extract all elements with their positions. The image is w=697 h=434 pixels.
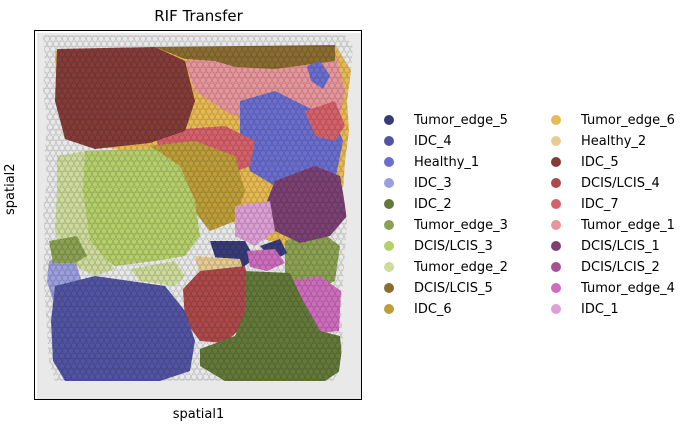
legend-marker xyxy=(551,115,561,125)
legend: Tumor_edge_5 IDC_4 Healthy_1 IDC_3 IDC_2 Tumo… xyxy=(384,110,694,350)
legend-marker xyxy=(384,304,394,314)
legend-marker xyxy=(384,199,394,209)
legend-item: Tumor_edge_3 xyxy=(384,215,508,235)
chart-title: RIF Transfer xyxy=(154,7,243,25)
legend-item: Tumor_edge_4 xyxy=(551,278,675,298)
legend-item: Healthy_1 xyxy=(384,152,479,172)
legend-label: IDC_3 xyxy=(414,175,452,191)
legend-label: DCIS/LCIS_3 xyxy=(414,238,493,254)
legend-marker xyxy=(384,115,394,125)
legend-label: IDC_2 xyxy=(414,196,452,212)
legend-marker xyxy=(551,304,561,314)
legend-item: IDC_2 xyxy=(384,194,452,214)
legend-item: IDC_5 xyxy=(551,152,619,172)
legend-label: IDC_6 xyxy=(414,301,452,317)
legend-marker xyxy=(551,136,561,146)
spatial-scatter-plot xyxy=(37,33,361,399)
legend-label: Tumor_edge_3 xyxy=(414,217,508,233)
legend-label: DCIS/LCIS_1 xyxy=(581,238,660,254)
legend-label: Healthy_1 xyxy=(414,154,480,170)
legend-marker xyxy=(384,220,394,230)
legend-label: IDC_7 xyxy=(581,196,619,212)
legend-marker xyxy=(551,157,561,167)
legend-label: Healthy_2 xyxy=(581,133,647,149)
legend-item: IDC_7 xyxy=(551,194,619,214)
legend-marker xyxy=(384,283,394,293)
legend-label: IDC_5 xyxy=(581,154,619,170)
spot-grid-overlay xyxy=(43,35,353,381)
legend-label: DCIS/LCIS_5 xyxy=(414,280,493,296)
legend-marker xyxy=(384,241,394,251)
legend-marker xyxy=(384,262,394,272)
legend-item: Tumor_edge_6 xyxy=(551,110,675,130)
legend-marker xyxy=(384,136,394,146)
x-axis-label: spatial1 xyxy=(172,407,225,422)
legend-label: Tumor_edge_4 xyxy=(581,280,675,296)
legend-marker xyxy=(551,283,561,293)
legend-item: IDC_6 xyxy=(384,299,452,319)
legend-label: DCIS/LCIS_4 xyxy=(581,175,660,191)
legend-marker xyxy=(551,262,561,272)
legend-label: Tumor_edge_2 xyxy=(414,259,508,275)
legend-marker xyxy=(551,199,561,209)
legend-item: IDC_4 xyxy=(384,131,452,151)
legend-marker xyxy=(384,157,394,167)
legend-label: IDC_4 xyxy=(414,133,452,149)
legend-item: DCIS/LCIS_1 xyxy=(551,236,660,256)
legend-label: Tumor_edge_1 xyxy=(581,217,675,233)
legend-item: DCIS/LCIS_5 xyxy=(384,278,493,298)
legend-marker xyxy=(551,241,561,251)
legend-item: Tumor_edge_1 xyxy=(551,215,675,235)
legend-marker xyxy=(551,220,561,230)
legend-item: DCIS/LCIS_3 xyxy=(384,236,493,256)
legend-label: Tumor_edge_5 xyxy=(414,112,508,128)
legend-item: DCIS/LCIS_4 xyxy=(551,173,660,193)
legend-marker xyxy=(551,178,561,188)
y-axis-label: spatial2 xyxy=(3,163,18,215)
legend-label: IDC_1 xyxy=(581,301,619,317)
legend-item: Tumor_edge_5 xyxy=(384,110,508,130)
legend-item: DCIS/LCIS_2 xyxy=(551,257,660,277)
legend-label: DCIS/LCIS_2 xyxy=(581,259,660,275)
legend-item: IDC_1 xyxy=(551,299,619,319)
legend-marker xyxy=(384,178,394,188)
legend-item: Tumor_edge_2 xyxy=(384,257,508,277)
legend-label: Tumor_edge_6 xyxy=(581,112,675,128)
legend-item: Healthy_2 xyxy=(551,131,646,151)
legend-item: IDC_3 xyxy=(384,173,452,193)
plot-area xyxy=(34,30,362,400)
